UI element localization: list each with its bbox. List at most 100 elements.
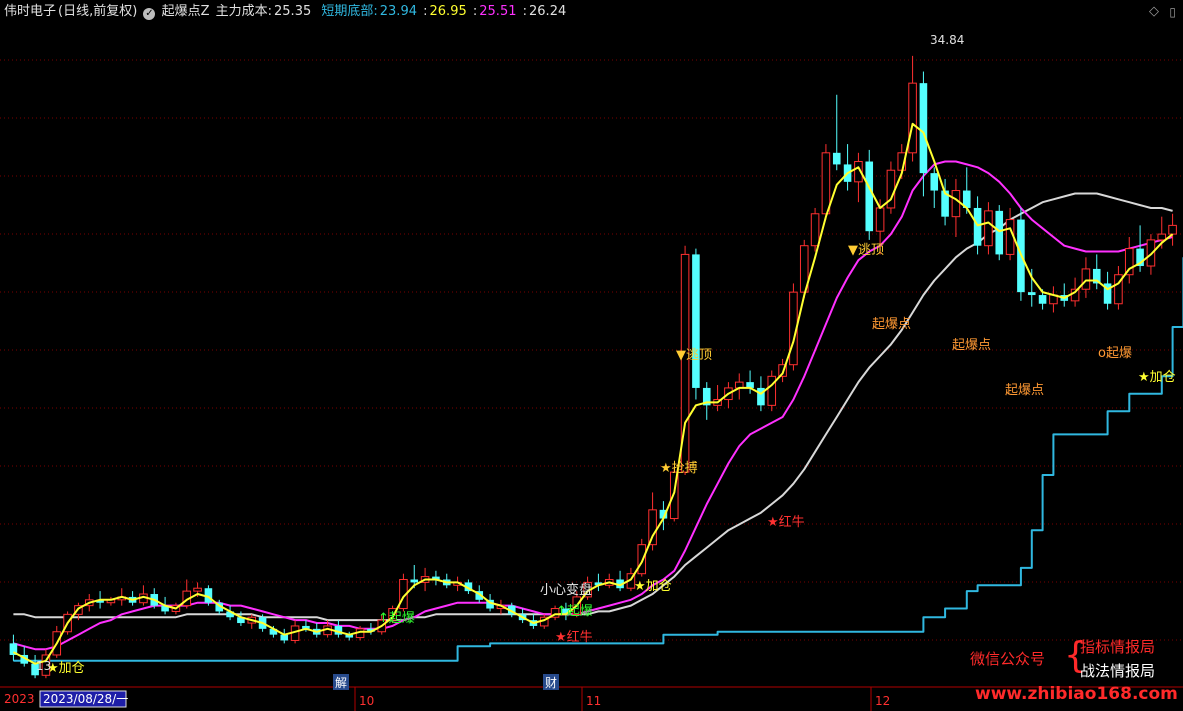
watermark-wechat: 微信公众号	[970, 650, 1046, 668]
annotation-red-bull-1: ★红牛	[767, 514, 805, 530]
candle-body	[908, 82, 917, 154]
candle-body	[919, 83, 928, 174]
candle-body	[41, 654, 51, 676]
tag-jie-box[interactable]	[333, 674, 349, 690]
candle-body	[951, 190, 961, 218]
white-line-value: 26.24	[529, 4, 567, 19]
short-bottom-value: 23.94	[379, 4, 417, 19]
candle-body	[475, 591, 484, 600]
grid-lines	[0, 59, 1183, 641]
watermark-brace: {	[1064, 635, 1087, 676]
axis-month-11: 11	[586, 694, 601, 708]
annotation-add-2: ★加仓	[634, 579, 672, 594]
candle-body	[226, 611, 234, 618]
indicator-menu-icon[interactable]: ✓	[143, 8, 156, 20]
candle-body	[821, 152, 831, 215]
indicator-header: 伟时电子 (日线,前复权) ✓ 起爆点Z 主力成本: 25.35 短期底部: 23.9…	[0, 0, 1183, 24]
candle-body	[550, 608, 560, 618]
sep-2: :	[472, 4, 478, 19]
candle-body	[486, 599, 494, 609]
candle-body	[1038, 295, 1047, 304]
candle-body	[875, 207, 885, 232]
candle-body	[269, 628, 278, 635]
candle-body	[616, 579, 624, 589]
candle-body	[637, 544, 647, 575]
axis-month-12: 12	[875, 694, 890, 708]
watermark-line1: 指标情报局	[1080, 638, 1156, 656]
candle-body	[941, 190, 949, 217]
current-date-box[interactable]	[39, 690, 127, 708]
candle-body	[1136, 248, 1144, 267]
candle-body	[31, 663, 39, 676]
indicator-name[interactable]: 起爆点Z	[161, 4, 210, 19]
candle-body	[302, 625, 310, 629]
candle-body	[702, 387, 711, 406]
annotation-careful: 小心变盘	[540, 582, 592, 598]
candle-body	[562, 608, 570, 615]
annotation-bold-bet: ★抢搏	[660, 460, 698, 476]
candle-body	[280, 634, 289, 641]
annotation-add-1: ★加仓	[47, 661, 85, 676]
candle-body	[680, 253, 690, 473]
annotation-escape-top-2: ▼逃顶	[848, 243, 884, 258]
candle-body	[659, 509, 668, 519]
candle-body	[995, 210, 1004, 255]
short-bottom-line	[13, 257, 1183, 662]
candle-body	[1157, 233, 1167, 241]
yellow-ma-line	[12, 122, 1174, 665]
candle-body	[930, 173, 939, 191]
stock-name[interactable]: 伟时电子	[4, 4, 57, 19]
magenta-line-value: 25.51	[479, 4, 517, 19]
tag-jie[interactable]: 解	[335, 676, 347, 690]
short-bottom-label: 短期底部:	[321, 4, 378, 19]
tag-cai-box[interactable]	[543, 674, 559, 690]
candle-body	[1092, 268, 1101, 284]
annotation-add-3: ★加仓	[1138, 370, 1176, 385]
annotation-red-bull-2: ★红牛	[555, 629, 593, 645]
candle-body	[832, 152, 841, 165]
tag-cai[interactable]: 财	[545, 676, 557, 690]
short-bottom-path	[13, 257, 1183, 662]
candles	[9, 55, 1177, 679]
watermark-line2: 战法情报局	[1080, 662, 1156, 680]
candle-body	[984, 210, 993, 247]
candle-body	[1027, 292, 1036, 296]
diamond-icon[interactable]: ◇	[1149, 4, 1159, 19]
candle-body	[962, 190, 971, 208]
candle-body	[204, 588, 213, 603]
annotation-qibao-1: 起爆点	[872, 317, 911, 332]
main-cost-value: 25.35	[274, 4, 312, 19]
sep-1: :	[423, 4, 428, 19]
annotation-escape-top-1: ▼逃顶	[676, 348, 712, 363]
candle-body	[767, 375, 777, 406]
candle-body	[96, 599, 104, 603]
axis-month-10: 10	[359, 694, 374, 708]
candle-body	[973, 207, 982, 246]
candle-body	[388, 608, 397, 621]
annotation-qibao-3: 起爆点	[1005, 383, 1044, 398]
candle-body	[669, 471, 679, 520]
sep-3: :	[522, 4, 528, 19]
candle-body	[410, 579, 419, 583]
period-label[interactable]: (日线,前复权)	[58, 4, 138, 19]
low-price-label: 13	[36, 659, 51, 673]
yellow-ma-path	[12, 122, 1174, 665]
candle-body	[1103, 283, 1112, 304]
annotation-start-1: ↑起爆	[378, 611, 415, 626]
annotation-qibao-2: 起爆点	[952, 338, 991, 353]
candle-body	[746, 382, 754, 388]
axis-year: 2023	[4, 692, 35, 706]
candle-body	[648, 509, 657, 546]
candle-body	[594, 582, 603, 586]
annotation-start-2: ↑起爆	[556, 604, 593, 619]
candle-body	[507, 605, 516, 615]
high-price-label: 34.84	[930, 33, 964, 47]
candle-body	[215, 602, 224, 612]
white-ma-path	[13, 192, 1173, 622]
settings-icon[interactable]: ▯	[1169, 5, 1176, 19]
candle-body	[464, 582, 473, 592]
candle-body	[334, 625, 343, 635]
candle-body	[1124, 248, 1134, 276]
